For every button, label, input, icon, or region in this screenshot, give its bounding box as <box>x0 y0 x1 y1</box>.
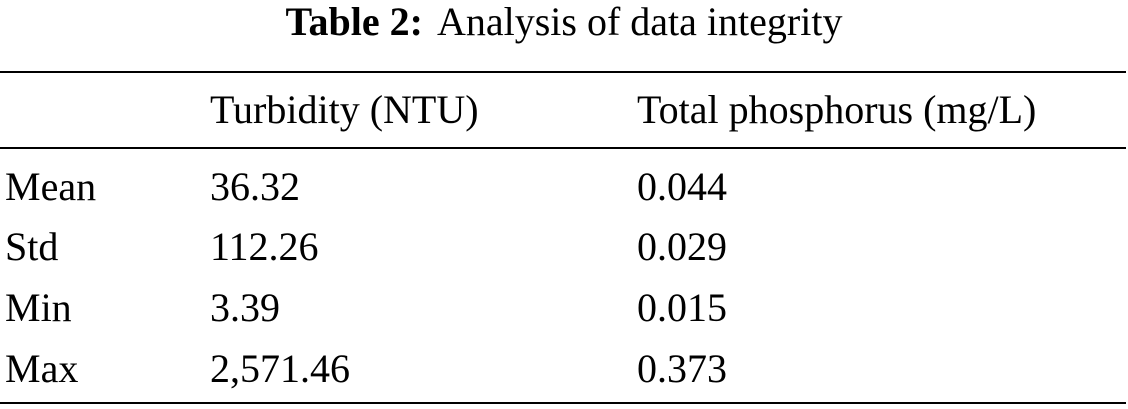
row-label: Max <box>5 346 79 391</box>
row-label: Min <box>5 285 72 330</box>
table-cell: 36.32 <box>210 164 300 209</box>
table-cell: 0.373 <box>637 346 727 391</box>
column-header: Total phosphorus (mg/L) <box>637 87 1037 132</box>
table-cell: 3.39 <box>210 285 280 330</box>
column-header: Turbidity (NTU) <box>210 87 479 132</box>
caption-title: Analysis of data integrity <box>436 0 843 44</box>
table-cell: 0.029 <box>637 224 727 269</box>
table-cell: 0.015 <box>637 285 727 330</box>
table-caption: Table 2: Analysis of data integrity <box>0 0 1128 44</box>
top-rule <box>0 71 1126 73</box>
table-cell: 2,571.46 <box>210 346 350 391</box>
bottom-rule <box>0 402 1126 404</box>
mid-rule <box>0 147 1126 149</box>
caption-label: Table 2: <box>285 0 423 44</box>
table-cell: 0.044 <box>637 164 727 209</box>
row-label: Std <box>5 224 59 269</box>
table-cell: 112.26 <box>210 224 319 269</box>
row-label: Mean <box>5 164 97 209</box>
